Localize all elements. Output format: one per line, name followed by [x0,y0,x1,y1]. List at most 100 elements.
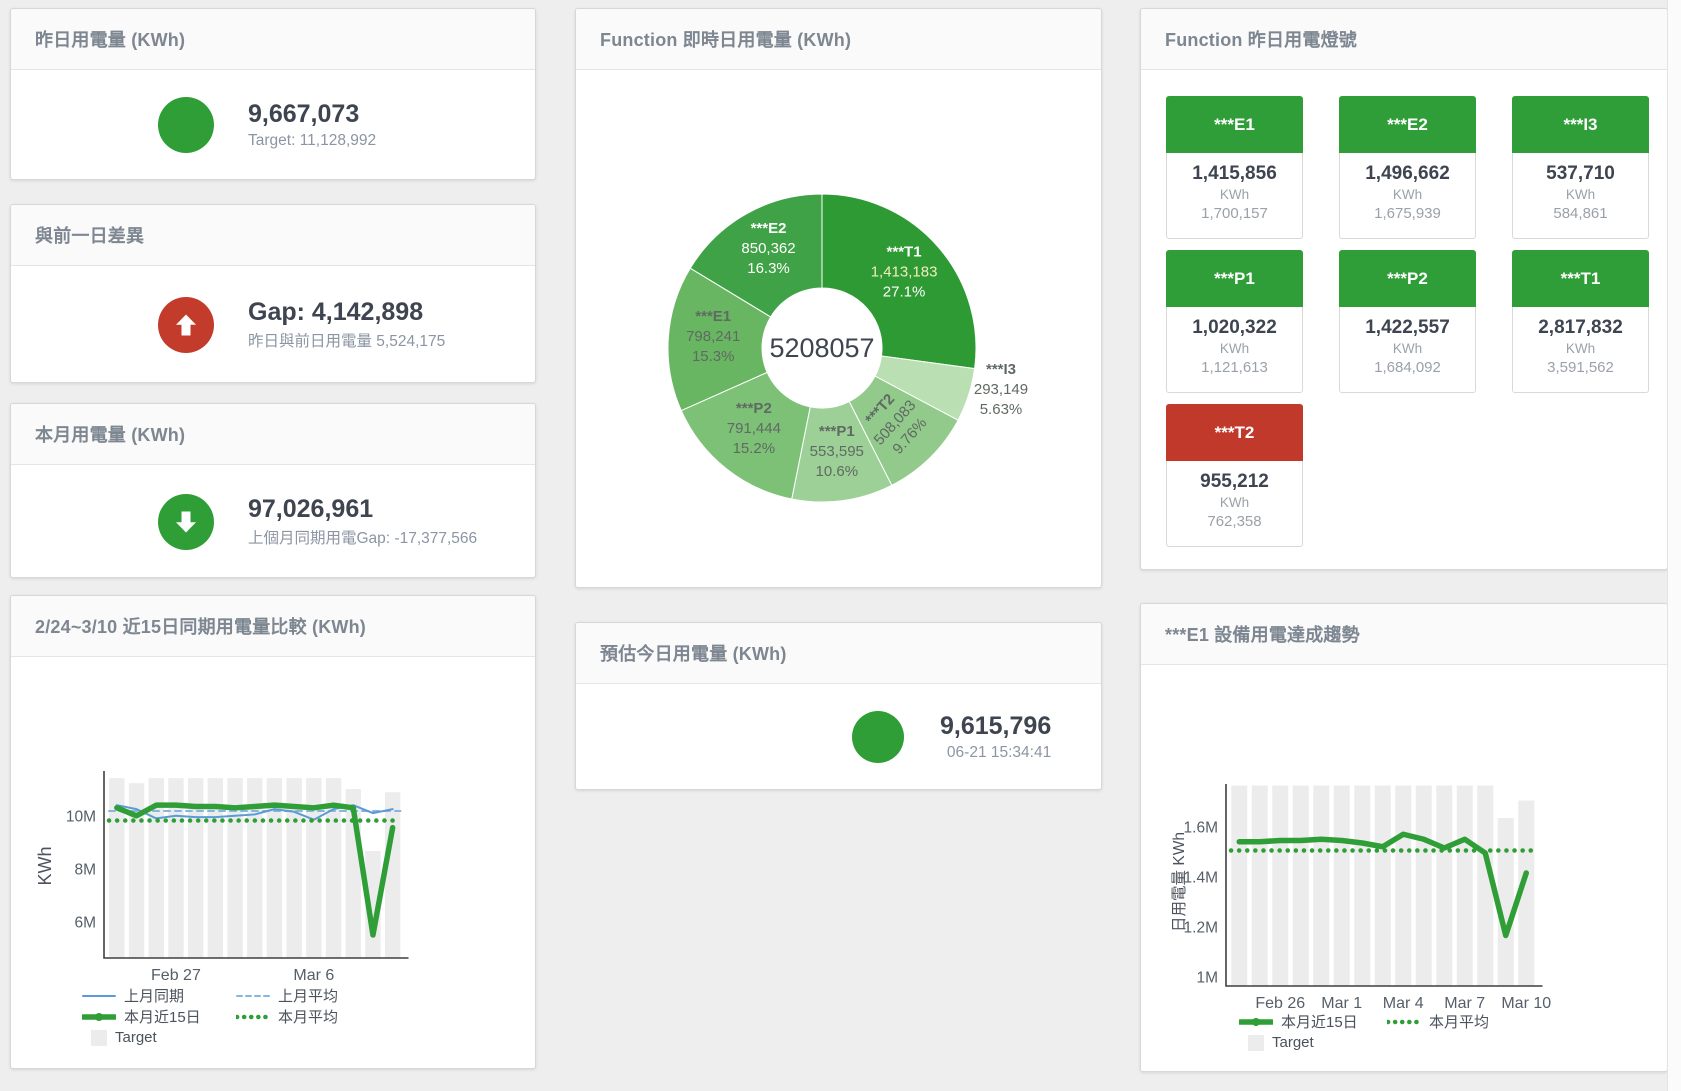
arrow-down-icon [158,493,214,550]
target-bar[interactable] [1313,785,1330,987]
legend-swatch [91,1029,107,1046]
donut-label: ***E2 850,362 16.3% [741,220,795,277]
target-bar[interactable] [207,778,224,958]
target-bar[interactable] [1415,785,1432,987]
stat-value: 97,026,961 [248,494,374,523]
card-title: 預估今日用電量 (KWh) [600,644,787,664]
tile-status-header: ***P1 [1166,250,1303,307]
legend-item-本月近15日[interactable]: 本月近15日 [1239,1011,1387,1032]
target-bar[interactable] [168,778,184,958]
arrow-up-icon [158,296,214,353]
donut-segment-P2[interactable] [680,371,811,500]
target-bar[interactable] [1333,785,1350,987]
tile-unit: KWh [1219,186,1250,202]
target-bar[interactable] [227,778,243,958]
realtime-usage-donut-chart[interactable]: ***T1 1,413,183 27.1%***I3 293,149 5.63%***T… [576,69,1103,589]
target-bar[interactable] [1436,785,1453,987]
target-bar[interactable] [1251,785,1268,987]
legend-item-本月平均[interactable]: 本月平均 [1387,1011,1535,1032]
tile-body: 1,020,322 KWh 1,121,613 [1166,307,1303,393]
light-tile-P2: ***P2 1,422,557 KWh 1,684,092 [1339,250,1476,393]
compare-15day-chart[interactable]: 6M 8M 10M Feb 27 Mar 6 KWh [11,656,537,1070]
legend-line-sample [82,994,116,997]
stat-body: 9,615,796 06-21 15:34:41 [576,684,1101,790]
legend-item-Target[interactable]: Target [1239,1034,1387,1051]
legend-item-本月近15日[interactable]: 本月近15日 [82,1006,236,1027]
target-bar[interactable] [187,778,204,958]
legend-item-上月同期[interactable]: 上月同期 [82,985,236,1006]
legend-line-sample [82,1012,116,1021]
legend-item-本月平均[interactable]: 本月平均 [236,1006,390,1027]
status-circle-icon [852,711,904,763]
y-axis-title: KWh [35,846,55,885]
light-tile-I3: ***I3 537,710 KWh 584,861 [1512,96,1649,239]
card-header: Function 昨日用電燈號 [1141,9,1667,70]
status-circle-icon [158,97,214,153]
tile-body: 955,212 KWh 762,358 [1166,461,1303,547]
target-bar[interactable] [1456,785,1473,987]
realtime-usage-donut-card: Function 即時日用電量 (KWh) ***T1 1,413,183 27.1… [575,8,1102,588]
x-tick-label: Feb 26 [1255,995,1305,1012]
donut-label: ***I3 293,149 5.63% [974,361,1028,418]
card-header: Function 即時日用電量 (KWh) [576,9,1101,70]
target-bar[interactable] [1374,785,1391,987]
target-bar[interactable] [1292,785,1309,987]
series-本月近15日[interactable] [1236,831,1529,939]
legend-label: 上月平均 [278,988,339,1005]
chart-axes [1225,784,1543,987]
legend-label: Target [115,1029,157,1046]
target-bar[interactable] [1395,785,1412,987]
target-bar[interactable] [148,778,164,958]
target-bar[interactable] [306,778,322,958]
donut-segment-E1[interactable] [667,267,772,412]
x-tick-label: Mar 10 [1501,995,1551,1012]
e1-trend-chart[interactable]: 1M 1.2M 1.4M 1.6M Feb 26 Mar 1 Mar 4 Mar 7 Mar 1… [1141,664,1669,1073]
light-tile-E2: ***E2 1,496,662 KWh 1,675,939 [1339,96,1476,239]
legend-label: 本月近15日 [1281,1014,1358,1031]
card-title: 昨日用電量 (KWh) [35,30,186,50]
light-tile-P1: ***P1 1,020,322 KWh 1,121,613 [1166,250,1303,393]
chart-legend[interactable]: 上月同期 上月平均本月近15日 本月平均 Target [82,985,390,1048]
target-bar[interactable] [1231,785,1248,987]
legend-line-sample [236,1014,270,1019]
tile-body: 1,496,662 KWh 1,675,939 [1339,153,1476,239]
stat-body: Gap: 4,142,898 昨日與前日用電量 5,524,175 [11,266,535,383]
target-bar[interactable] [1477,785,1494,987]
legend-label: 上月同期 [124,988,185,1005]
x-tick-label: Feb 27 [151,967,201,984]
legend-label: 本月近15日 [124,1009,201,1026]
tile-value: 1,422,557 [1365,317,1450,338]
tile-unit: KWh [1392,340,1423,356]
legend-item-上月平均[interactable]: 上月平均 [236,985,390,1006]
donut-center-total: 5208057 [769,333,874,363]
target-bar[interactable] [325,778,342,958]
target-bar[interactable] [1518,800,1535,987]
tile-status-header: ***E1 [1166,96,1303,153]
tile-status-header: ***T2 [1166,404,1303,461]
target-bar[interactable] [1354,785,1371,987]
target-bar[interactable] [384,792,401,958]
legend-line-sample [1387,1019,1421,1024]
card-header: 2/24~3/10 近15日同期用電量比較 (KWh) [11,596,535,657]
target-bar[interactable] [266,778,283,958]
series-本月近15日[interactable] [114,802,396,938]
card-header: 與前一日差異 [11,205,535,266]
target-bar[interactable] [1272,785,1289,987]
card-header: 預估今日用電量 (KWh) [576,623,1101,684]
tile-body: 537,710 KWh 584,861 [1512,153,1649,239]
light-tile-T2: ***T2 955,212 KWh 762,358 [1166,404,1303,547]
target-bar[interactable] [109,778,125,958]
stat-subtitle: 上個月同期用電Gap: -17,377,566 [248,530,478,548]
legend-item-Target[interactable]: Target [82,1029,236,1046]
chart-legend[interactable]: 本月近15日 本月平均 Target [1239,1011,1535,1053]
today-forecast-card: 預估今日用電量 (KWh) 9,615,796 06-21 15:34:41 [575,622,1102,790]
scrollbar-track[interactable] [1667,0,1681,1091]
target-bar[interactable] [128,783,145,958]
target-bar[interactable] [365,850,381,958]
donut-segment-T1[interactable] [821,193,977,370]
target-bar[interactable] [1497,818,1514,986]
target-bar[interactable] [247,778,263,958]
target-bar[interactable] [286,778,302,958]
donut-segment-E2[interactable] [689,193,823,318]
x-tick-label: Mar 7 [1444,995,1485,1012]
